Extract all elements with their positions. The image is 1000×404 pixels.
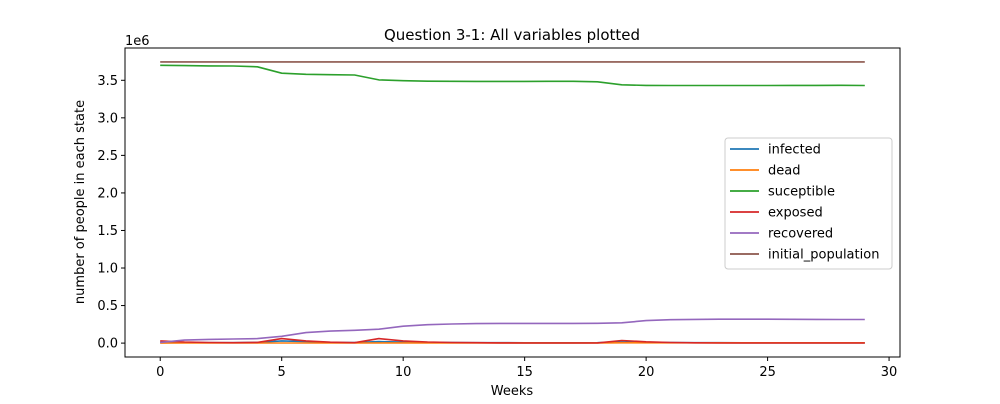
legend-label: suceptible xyxy=(768,185,835,200)
series-line-recovered xyxy=(160,319,865,342)
y-tick-label: 3.0 xyxy=(97,111,118,126)
x-tick-label: 25 xyxy=(759,365,776,380)
y-tick-label: 2.5 xyxy=(97,149,118,164)
x-tick-label: 15 xyxy=(516,365,533,380)
legend-label: exposed xyxy=(768,206,823,221)
y-tick-label: 0.0 xyxy=(97,337,118,352)
legend-label: recovered xyxy=(768,227,833,242)
chart-title: Question 3-1: All variables plotted xyxy=(384,26,640,44)
y-tick-label: 1.0 xyxy=(97,262,118,277)
x-tick-label: 10 xyxy=(395,365,412,380)
y-tick-label: 1.5 xyxy=(97,224,118,239)
legend: infected dead suceptible exposed recovered in… xyxy=(725,138,892,269)
y-axis-offset-label: 1e6 xyxy=(125,34,150,49)
series-line-suceptible xyxy=(160,65,865,85)
x-tick-label: 20 xyxy=(638,365,655,380)
x-tick-label: 5 xyxy=(278,365,286,380)
legend-label: initial_population xyxy=(768,248,879,263)
y-tick-label: 3.5 xyxy=(97,74,118,89)
x-tick-label: 30 xyxy=(881,365,898,380)
x-tick-label: 0 xyxy=(156,365,164,380)
legend-label: dead xyxy=(768,164,800,179)
y-axis-label: number of people in each state xyxy=(73,100,88,304)
y-tick-label: 0.5 xyxy=(97,299,118,314)
y-tick-label: 2.0 xyxy=(97,186,118,201)
x-axis-label: Weeks xyxy=(491,384,534,399)
legend-label: infected xyxy=(768,143,821,158)
